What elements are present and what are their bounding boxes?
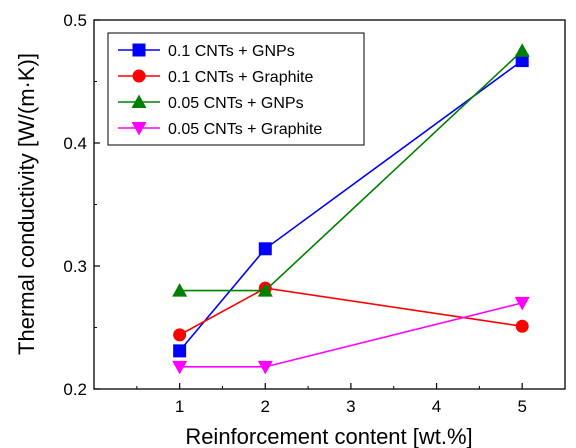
legend-label: 0.05 CNTs + Graphite xyxy=(168,121,322,138)
legend-label: 0.1 CNTs + Graphite xyxy=(168,69,314,86)
legend-box xyxy=(107,32,365,146)
y-tick-label: 0.4 xyxy=(63,134,87,153)
data-point xyxy=(172,283,188,297)
legend-label: 0.05 CNTs + GNPs xyxy=(168,95,304,112)
data-point xyxy=(258,242,272,256)
x-tick-label: 1 xyxy=(175,397,184,416)
series-layer xyxy=(172,43,530,375)
series-line xyxy=(179,287,523,336)
y-tick-label: 0.3 xyxy=(63,257,87,276)
legend-marker xyxy=(132,43,146,57)
data-point xyxy=(173,344,187,358)
data-point xyxy=(514,296,530,311)
y-tick-label: 0.5 xyxy=(63,11,87,30)
x-tick-label: 5 xyxy=(517,397,526,416)
series-3 xyxy=(172,43,530,297)
legend-item: 0.05 CNTs + GNPs xyxy=(118,94,304,112)
series-line xyxy=(179,302,523,368)
series-4 xyxy=(172,296,530,375)
legend: 0.1 CNTs + GNPs 0.1 CNTs + Graphite 0.05 C… xyxy=(107,32,365,146)
x-tick-label: 4 xyxy=(432,397,441,416)
x-tick-label: 2 xyxy=(261,397,270,416)
data-point xyxy=(173,328,187,342)
legend-marker xyxy=(131,94,147,108)
data-point xyxy=(514,43,530,57)
axis-ticks: 1 2 3 4 5 0.2 0.3 0.4 0.5 xyxy=(63,11,527,416)
series-1 xyxy=(173,54,529,358)
legend-item: 0.1 CNTs + GNPs xyxy=(118,43,295,60)
legend-item: 0.1 CNTs + Graphite xyxy=(118,69,314,86)
x-axis-title: Reinforcement content [wt.%] xyxy=(185,424,472,448)
data-point xyxy=(257,360,273,375)
data-point xyxy=(257,283,273,297)
legend-label: 0.1 CNTs + GNPs xyxy=(168,43,295,60)
data-point xyxy=(515,319,529,333)
legend-marker xyxy=(131,122,147,136)
y-tick-label: 0.2 xyxy=(63,380,87,399)
data-point xyxy=(172,360,188,375)
x-tick-label: 3 xyxy=(346,397,355,416)
legend-marker xyxy=(132,69,146,83)
y-axis-title: Thermal conductivity [W/(m·K)] xyxy=(14,53,39,355)
data-point xyxy=(515,54,529,68)
legend-item: 0.05 CNTs + Graphite xyxy=(118,121,322,138)
